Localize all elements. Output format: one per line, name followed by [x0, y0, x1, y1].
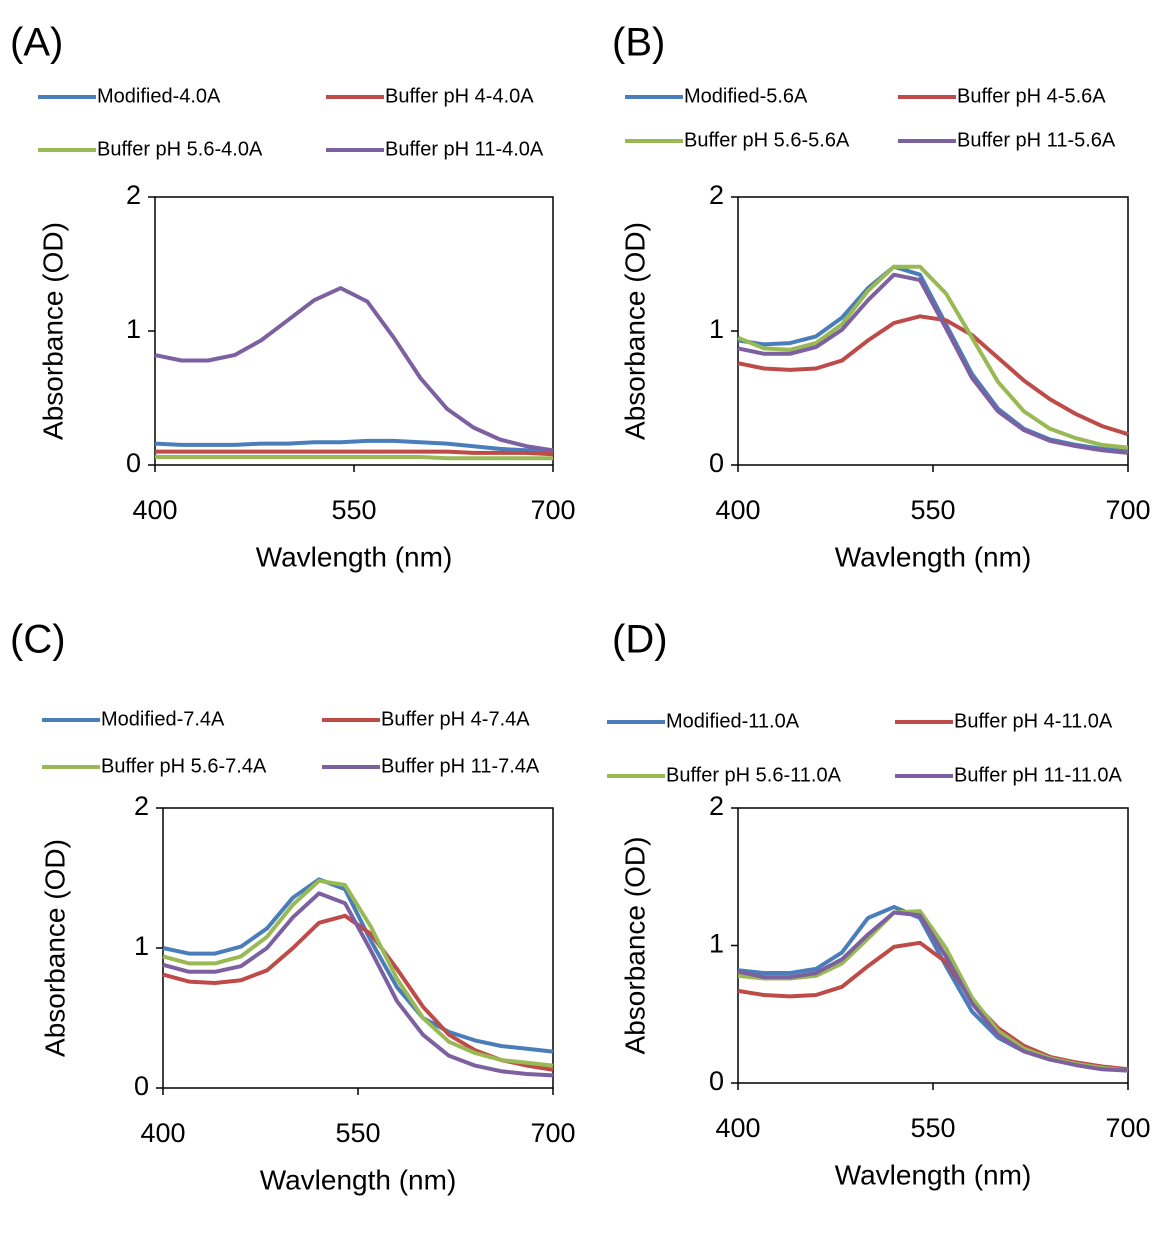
x-tick-label: 400: [715, 1113, 760, 1143]
panel-label: (A): [10, 21, 63, 65]
x-axis-title: Wavlength (nm): [256, 541, 453, 572]
x-tick-label: 550: [331, 495, 376, 525]
y-tick-label: 2: [126, 180, 141, 210]
x-tick-label: 400: [140, 1118, 185, 1148]
data-line: [162, 878, 554, 1068]
legend-label: Buffer pH 4-11.0A: [954, 710, 1113, 732]
panel-label: (C): [10, 618, 66, 662]
legend-label: Modified-5.6A: [684, 85, 808, 107]
legend-label: Buffer pH 5.6-11.0A: [666, 764, 842, 786]
data-line: [154, 286, 554, 453]
y-axis-title: Absorbance (OD): [39, 839, 70, 1057]
x-tick-label: 700: [1105, 495, 1150, 525]
panel-label: (B): [612, 21, 665, 65]
plot-frame: [737, 196, 1129, 466]
legend-label: Buffer pH 5.6-7.4A: [101, 755, 267, 777]
y-tick-label: 2: [709, 180, 724, 210]
legend-label: Buffer pH 11-4.0A: [385, 138, 544, 160]
legend-label: Buffer pH 11-5.6A: [957, 129, 1116, 151]
data-line: [737, 264, 1129, 454]
x-tick-label: 550: [335, 1118, 380, 1148]
data-line: [737, 940, 1129, 1072]
data-line: [162, 877, 554, 1054]
x-tick-label: 550: [910, 495, 955, 525]
data-line: [155, 449, 554, 457]
y-tick-label: 0: [134, 1071, 149, 1101]
legend-label: Modified-11.0A: [666, 710, 800, 732]
y-tick-label: 1: [134, 931, 149, 961]
y-axis-title: Absorbance (OD): [619, 837, 650, 1055]
data-line: [155, 455, 553, 461]
y-tick-label: 0: [709, 1066, 724, 1096]
x-tick-label: 700: [530, 495, 575, 525]
x-axis-title: Wavlength (nm): [260, 1164, 457, 1195]
y-tick-label: 0: [709, 448, 724, 478]
data-line: [737, 264, 1129, 450]
data-line: [154, 438, 554, 454]
panel-label: (D): [612, 618, 668, 662]
legend-label: Buffer pH 11-7.4A: [381, 755, 540, 777]
y-tick-label: 1: [709, 929, 724, 959]
data-line: [737, 910, 1129, 1073]
data-line: [737, 272, 1129, 455]
x-axis-title: Wavlength (nm): [835, 1159, 1032, 1190]
y-tick-label: 1: [709, 314, 724, 344]
x-tick-label: 550: [910, 1113, 955, 1143]
legend-label: Buffer pH 4-5.6A: [957, 85, 1106, 107]
legend-label: Buffer pH 4-4.0A: [385, 85, 534, 107]
y-axis-title: Absorbance (OD): [619, 222, 650, 440]
x-axis-title: Wavlength (nm): [835, 541, 1032, 572]
x-tick-label: 700: [1105, 1113, 1150, 1143]
legend-label: Buffer pH 4-7.4A: [381, 708, 530, 730]
y-tick-label: 0: [126, 448, 141, 478]
x-tick-label: 400: [715, 495, 760, 525]
legend-label: Modified-7.4A: [101, 708, 225, 730]
y-tick-label: 2: [709, 791, 724, 821]
data-line: [162, 891, 554, 1078]
data-line: [162, 913, 554, 1072]
y-tick-label: 1: [126, 314, 141, 344]
y-axis-title: Absorbance (OD): [37, 222, 68, 440]
y-tick-label: 2: [134, 791, 149, 821]
x-tick-label: 400: [132, 495, 177, 525]
legend-label: Buffer pH 11-11.0A: [954, 764, 1123, 786]
plot-frame: [154, 196, 554, 466]
legend-label: Buffer pH 5.6-5.6A: [684, 129, 850, 151]
legend-label: Modified-4.0A: [97, 85, 221, 107]
data-line: [737, 314, 1129, 437]
x-tick-label: 700: [530, 1118, 575, 1148]
legend-label: Buffer pH 5.6-4.0A: [97, 138, 263, 160]
